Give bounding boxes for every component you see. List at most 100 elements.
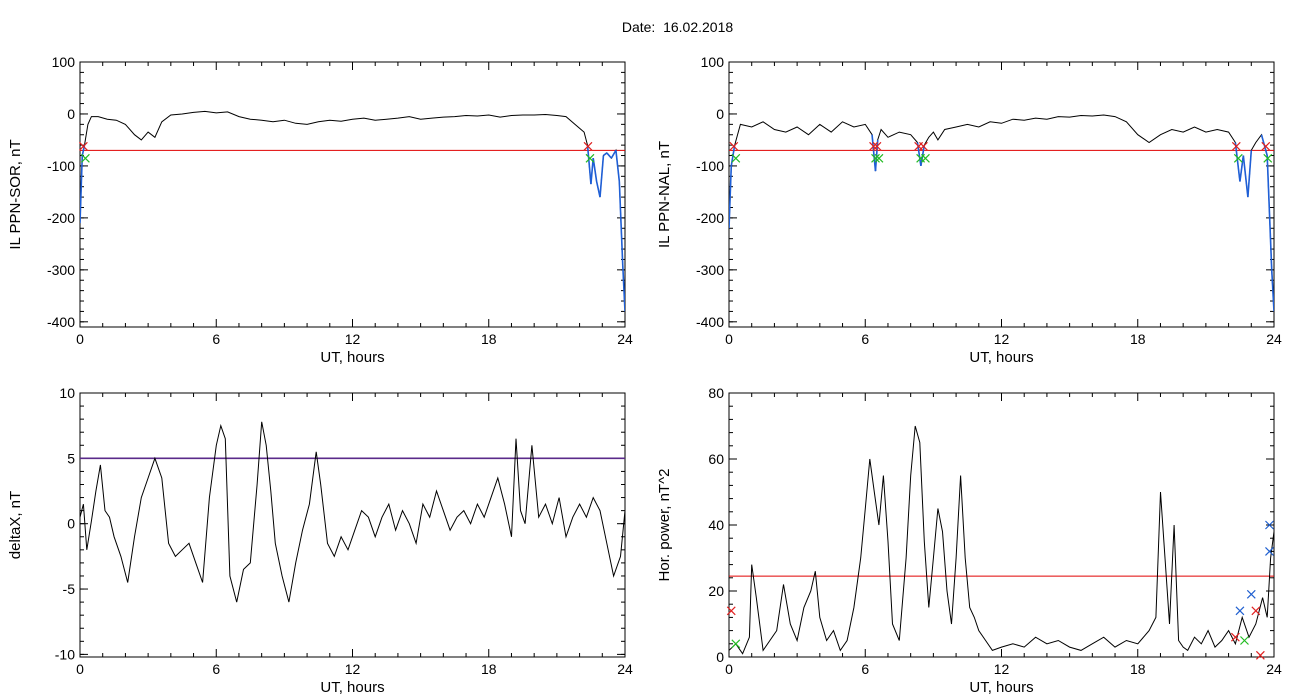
x-tick-label: 18 [481, 661, 497, 677]
dip-segment [80, 155, 84, 224]
y-tick-label: 40 [708, 517, 724, 533]
dip-segment [621, 264, 625, 312]
plot-frame [728, 392, 1275, 658]
event-marker-red [869, 141, 878, 151]
event-marker [1240, 636, 1249, 645]
x-tick-label: 12 [345, 661, 361, 677]
x-tick-label: 18 [481, 331, 497, 347]
x-tick-label: 24 [1266, 331, 1282, 347]
y-tick-label: 0 [716, 106, 724, 122]
event-marker-green [921, 153, 930, 163]
x-tick-label: 18 [1130, 661, 1146, 677]
event-marker-red [78, 141, 88, 151]
y-tick-label: 10 [59, 385, 75, 401]
event-marker-red [919, 141, 928, 151]
y-tick-label: -100 [47, 158, 75, 174]
event-marker-green [731, 153, 741, 163]
event-marker-green [1263, 153, 1273, 163]
event-marker-red [583, 141, 593, 151]
event-marker [731, 639, 741, 649]
series-line [80, 110, 625, 312]
x-tick-label: 24 [617, 331, 633, 347]
plot-frame [79, 61, 626, 328]
plot-frame [79, 392, 626, 658]
panel-il-ppn-nal: 0 6 12 18 24 100 0 -100 -200 -300 -400 UT, hours IL … [656, 54, 1282, 366]
y-tick-label: 80 [708, 385, 724, 401]
event-marker [1246, 589, 1256, 599]
y-axis-label: IL PPN-SOR, nT [7, 139, 24, 249]
event-marker-red [1261, 141, 1271, 151]
event-marker-green [874, 153, 884, 163]
x-tick-label: 24 [617, 661, 633, 677]
x-axis-label: UT, hours [969, 349, 1033, 366]
event-marker [1230, 632, 1240, 642]
event-marker [1265, 546, 1274, 556]
series-line [80, 421, 625, 603]
dip-segment [618, 181, 624, 265]
event-marker [1265, 520, 1274, 530]
event-marker [1255, 650, 1265, 660]
event-marker-red [1231, 141, 1241, 151]
event-marker-green [1233, 153, 1243, 163]
series-line [729, 425, 1274, 655]
dip-segment [590, 158, 595, 185]
panel-il-ppn-sor: 0 6 12 18 24 100 0 -100 -200 -300 -400 UT, hours IL … [7, 54, 633, 366]
dip-segment [1266, 155, 1273, 270]
dip-segment [599, 155, 605, 198]
x-tick-label: 12 [994, 661, 1010, 677]
y-axis-label: Hor. power, nT^2 [656, 469, 673, 582]
y-axis-label: IL PPN-NAL, nT [656, 141, 673, 248]
event-marker-red [872, 141, 882, 151]
y-tick-label: 20 [708, 583, 724, 599]
x-tick-label: 6 [861, 331, 869, 347]
event-marker-green [585, 153, 595, 163]
dip-segment [586, 145, 592, 185]
y-tick-label: -300 [47, 262, 75, 278]
y-tick-label: -10 [55, 646, 75, 662]
x-tick-label: 0 [76, 661, 84, 677]
dip-segment [602, 152, 608, 157]
y-tick-label: 0 [67, 516, 75, 532]
series-line [729, 114, 1274, 312]
dip-segment [606, 152, 612, 159]
y-tick-label: 100 [701, 54, 725, 70]
dip-segment [1234, 142, 1241, 182]
plot-frame [728, 61, 1275, 328]
y-tick-label: 5 [67, 450, 75, 466]
y-tick-label: -200 [47, 210, 75, 226]
dip-segment [1242, 155, 1249, 198]
date-label: Date: [621, 19, 656, 35]
y-tick-label: 0 [67, 106, 75, 122]
event-marker-green [80, 153, 90, 163]
event-marker [726, 606, 736, 616]
event-marker-green [871, 153, 880, 163]
y-tick-label: -400 [47, 314, 75, 330]
x-tick-label: 0 [725, 331, 733, 347]
x-tick-label: 0 [76, 331, 84, 347]
y-tick-label: -300 [696, 262, 724, 278]
x-tick-label: 12 [345, 331, 361, 347]
dip-segment [871, 134, 877, 172]
x-tick-label: 6 [861, 661, 869, 677]
y-tick-label: -5 [63, 581, 76, 597]
x-tick-label: 18 [1130, 331, 1146, 347]
x-tick-label: 12 [994, 331, 1010, 347]
event-marker-red [729, 141, 739, 151]
y-tick-label: -200 [696, 210, 724, 226]
dip-segment [729, 165, 733, 229]
panel-hor-power: 0 6 12 18 24 80 60 40 20 0 UT, hours Hor. power, nT… [656, 385, 1282, 696]
y-tick-label: 100 [52, 54, 76, 70]
x-tick-label: 6 [212, 331, 220, 347]
x-axis-label: UT, hours [320, 349, 384, 366]
event-marker [1235, 606, 1245, 616]
dip-segment [1247, 150, 1253, 198]
x-tick-label: 0 [725, 661, 733, 677]
event-marker [1251, 606, 1261, 616]
figure-title: Date: 16.02.2018 [0, 19, 1300, 35]
x-tick-label: 6 [212, 661, 220, 677]
dip-segment [1239, 155, 1245, 182]
dip-segment [1270, 269, 1274, 312]
dip-segment [615, 150, 621, 182]
panel-deltax: 0 6 12 18 24 10 5 0 -5 -10 UT, hours deltaX, nT [7, 385, 633, 696]
